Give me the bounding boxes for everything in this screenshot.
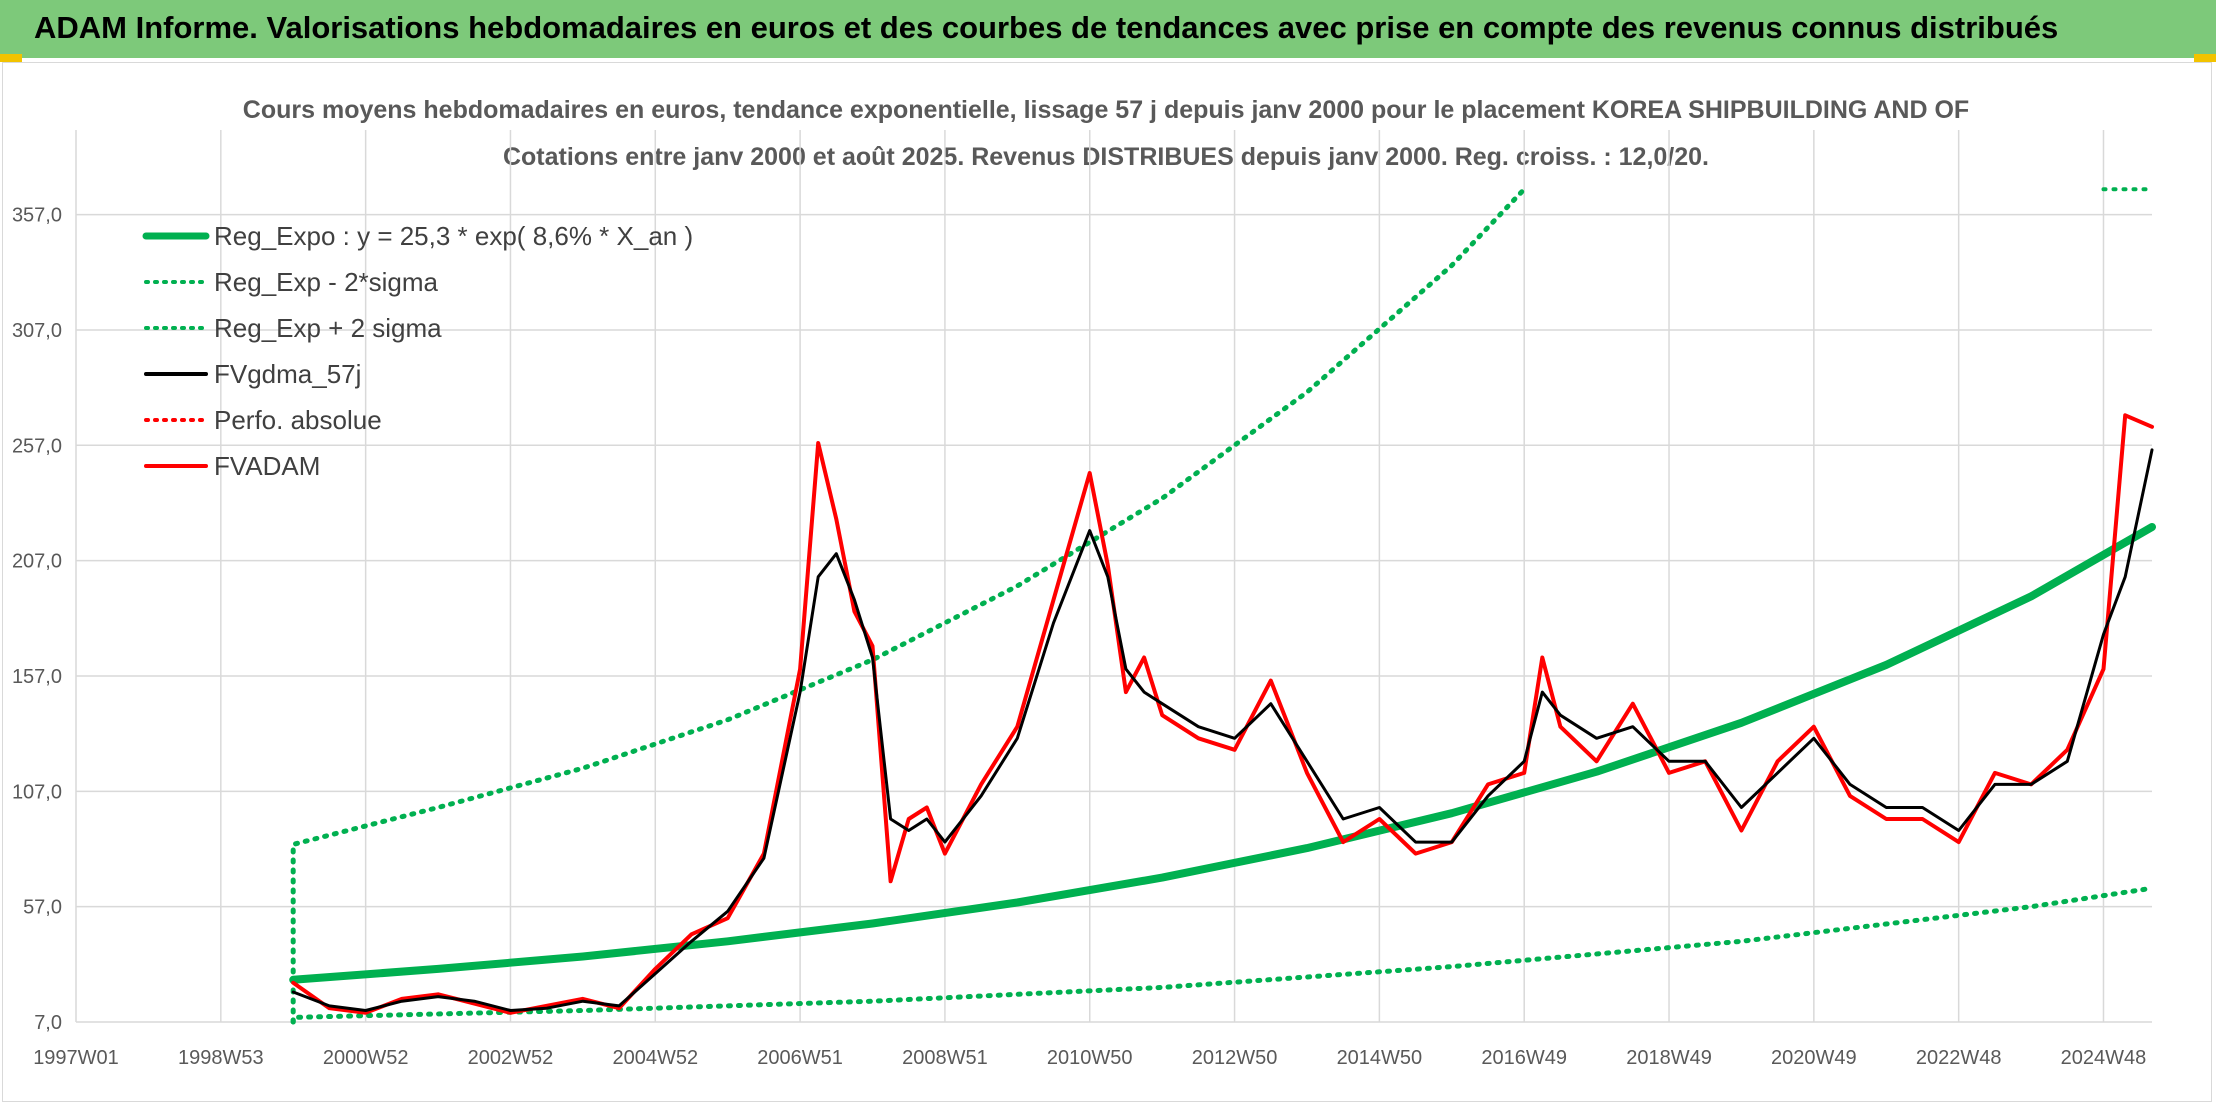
- grid: [75, 130, 2152, 1023]
- y-tick-label: 107,0: [12, 781, 62, 803]
- series-reg-expo: [289, 523, 2156, 984]
- x-tick-label: 2006W51: [757, 1047, 843, 1069]
- x-tick-label: 2018W49: [1626, 1047, 1712, 1069]
- x-tick-label: 1997W01: [33, 1047, 119, 1069]
- x-tick-label: 2008W51: [902, 1047, 988, 1069]
- chart-title-line-1: Cours moyens hebdomadaires en euros, ten…: [243, 96, 1969, 124]
- header-accent-left: [0, 54, 22, 62]
- y-tick-label: 207,0: [12, 551, 62, 573]
- legend-label: Reg_Exp - 2*sigma: [214, 267, 439, 297]
- y-tick-label: 7,0: [34, 1012, 62, 1034]
- legend: Reg_Expo : y = 25,3 * exp( 8,6% * X_an )…: [142, 221, 693, 481]
- legend-label: FVADAM: [214, 451, 320, 481]
- series-fvadam: [291, 413, 2154, 1015]
- x-tick-label: 2010W50: [1047, 1047, 1133, 1069]
- y-tick-label: 57,0: [23, 897, 62, 919]
- x-tick-label: 2012W50: [1192, 1047, 1278, 1069]
- series-reg-exp-plus-2sigma: [290, 186, 1527, 1025]
- legend-label: Perfo. absolue: [214, 405, 382, 435]
- chart-title-line-2: Cotations entre janv 2000 et août 2025. …: [503, 143, 1709, 171]
- x-axis-ticks: 1997W01 1998W53 2000W52 2002W52 2004W52 2006W…: [33, 1047, 2146, 1069]
- report-header: ADAM Informe. Valorisations hebdomadaire…: [0, 0, 2216, 62]
- x-tick-label: 2000W52: [323, 1047, 409, 1069]
- y-tick-label: 257,0: [12, 435, 62, 457]
- x-tick-label: 2002W52: [468, 1047, 554, 1069]
- x-tick-label: 2020W49: [1771, 1047, 1857, 1069]
- series-lines: [289, 186, 2156, 1025]
- series-reg-exp-minus-2sigma: [290, 885, 2155, 1025]
- legend-label: Reg_Expo : y = 25,3 * exp( 8,6% * X_an ): [214, 221, 693, 251]
- y-tick-label: 307,0: [12, 320, 62, 342]
- y-tick-label: 357,0: [12, 205, 62, 227]
- chart-frame: [2, 62, 2212, 1102]
- x-tick-label: 2004W52: [612, 1047, 698, 1069]
- series-fvgdma-57j: [291, 448, 2154, 1012]
- header-accent-right: [2194, 54, 2216, 62]
- y-axis-ticks: 7,0 57,0 107,0 157,0 207,0 257,0 307,0 357,0: [12, 205, 62, 1034]
- legend-label: Reg_Exp + 2 sigma: [214, 313, 442, 343]
- legend-label: FVgdma_57j: [214, 359, 361, 389]
- x-tick-label: 2024W48: [2061, 1047, 2147, 1069]
- x-tick-label: 2014W50: [1337, 1047, 1423, 1069]
- x-tick-label: 2016W49: [1481, 1047, 1567, 1069]
- y-tick-label: 157,0: [12, 666, 62, 688]
- report-title: ADAM Informe. Valorisations hebdomadaire…: [34, 10, 2059, 45]
- x-tick-label: 1998W53: [178, 1047, 264, 1069]
- x-tick-label: 2022W48: [1916, 1047, 2002, 1069]
